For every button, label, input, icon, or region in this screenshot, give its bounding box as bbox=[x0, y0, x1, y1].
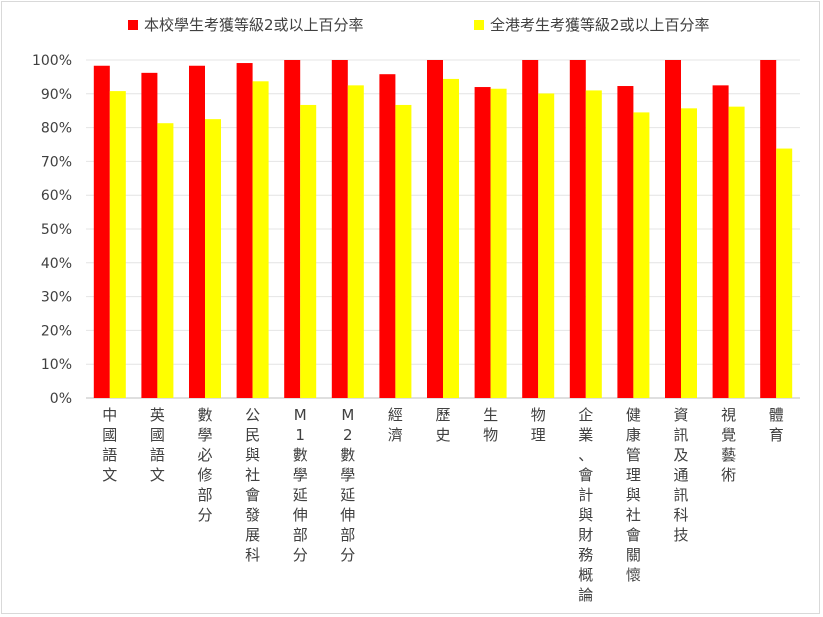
x-tick-label: 數學必修部分 bbox=[197, 406, 212, 524]
y-tick-label: 30% bbox=[41, 290, 72, 306]
x-tick-label: M 2 數學延伸部分 bbox=[340, 406, 355, 564]
y-tick-label: 100% bbox=[32, 53, 72, 69]
legend-label-school: 本校學生考獲等級2或以上百分率 bbox=[144, 16, 364, 34]
bar-hk bbox=[347, 85, 364, 398]
x-tick-label: 視覺藝術 bbox=[721, 406, 736, 484]
bar-school bbox=[189, 65, 205, 398]
y-tick-label: 10% bbox=[41, 357, 72, 373]
x-tick-label: 公民與社會發展科 bbox=[245, 406, 260, 564]
bar-hk bbox=[109, 91, 126, 398]
bar-hk bbox=[728, 106, 745, 399]
x-tick-label: 企業、會計與財務概論 bbox=[578, 406, 593, 604]
bar-hk bbox=[157, 123, 174, 399]
bar-school bbox=[427, 60, 443, 398]
x-tick-label: 生物 bbox=[483, 406, 498, 444]
bar-school bbox=[474, 87, 491, 398]
bar-school bbox=[665, 60, 681, 398]
bar-hk bbox=[776, 148, 793, 398]
bar-school bbox=[141, 72, 158, 399]
y-tick-label: 80% bbox=[41, 121, 72, 137]
bar-school bbox=[331, 60, 348, 398]
bar-school bbox=[93, 65, 110, 398]
y-tick-label: 90% bbox=[41, 87, 72, 103]
legend-item-school: 本校學生考獲等級2或以上百分率 bbox=[128, 14, 364, 35]
x-tick-label: 中國語文 bbox=[102, 406, 117, 484]
legend-label-hk: 全港考生考獲等級2或以上百分率 bbox=[490, 16, 710, 34]
bar-hk bbox=[300, 104, 317, 398]
y-tick-label: 70% bbox=[41, 154, 72, 170]
y-tick-label: 40% bbox=[41, 256, 72, 272]
x-tick-label: M 1 數學延伸部分 bbox=[293, 406, 308, 564]
y-tick-label: 20% bbox=[41, 323, 72, 339]
x-tick-label: 英國語文 bbox=[150, 406, 165, 484]
bar-hk bbox=[252, 81, 269, 398]
legend-swatch-school bbox=[128, 19, 138, 30]
bar-hk bbox=[585, 90, 602, 399]
x-tick-label: 歷史 bbox=[435, 406, 450, 444]
bar-hk bbox=[395, 104, 412, 398]
y-tick-label: 60% bbox=[41, 188, 72, 204]
bar-hk bbox=[633, 112, 650, 398]
bar-school bbox=[522, 60, 539, 398]
bar-school bbox=[617, 86, 634, 398]
bar-school bbox=[379, 74, 396, 399]
y-tick-label: 0% bbox=[50, 391, 72, 407]
x-tick-label: 物理 bbox=[531, 406, 546, 444]
bar-school bbox=[284, 60, 301, 398]
bar-school bbox=[569, 60, 586, 398]
bar-hk bbox=[538, 93, 555, 398]
bar-school bbox=[236, 63, 253, 399]
bar-hk bbox=[490, 88, 507, 398]
bar-hk bbox=[205, 119, 221, 399]
y-tick-label: 50% bbox=[41, 222, 72, 238]
chart-legend: 本校學生考獲等級2或以上百分率 全港考生考獲等級2或以上百分率 bbox=[0, 14, 823, 38]
bar-school bbox=[760, 60, 777, 398]
legend-swatch-hk bbox=[474, 19, 484, 30]
x-tick-label: 體育 bbox=[769, 406, 784, 444]
x-tick-label: 健康管理與社會關懷 bbox=[626, 406, 641, 584]
bar-hk bbox=[681, 108, 697, 399]
bar-hk bbox=[443, 78, 459, 398]
legend-item-hk: 全港考生考獲等級2或以上百分率 bbox=[474, 14, 710, 35]
bar-school bbox=[712, 85, 729, 398]
x-tick-label: 經濟 bbox=[388, 406, 403, 444]
x-tick-label: 資訊及通訊科技 bbox=[673, 406, 688, 544]
